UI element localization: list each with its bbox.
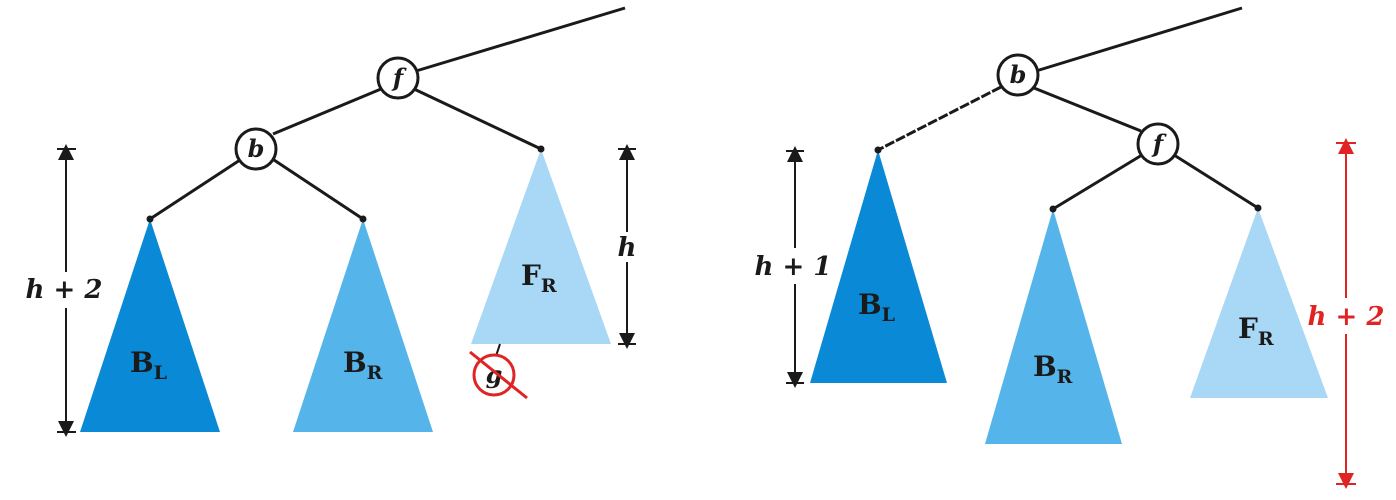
right-total-height-label: h + 2: [1308, 302, 1385, 332]
left-edge-f-b: [272, 87, 382, 136]
left-edge-b-br: [273, 158, 364, 221]
right-tree: b f BL BR FR h + 1 h + 2: [755, 6, 1385, 489]
left-dot-bl: [146, 215, 154, 223]
right-node-f: [1136, 122, 1180, 166]
left-subtree-br: [293, 219, 433, 432]
left-edge-b-bl: [149, 158, 241, 221]
right-dot-bl: [874, 146, 882, 154]
left-tree: f b BL BR FR g h + 2 h: [26, 6, 637, 437]
right-edge-f-fr: [1173, 153, 1259, 210]
right-edge-b-f: [1033, 86, 1142, 133]
right-label-br: BR: [1033, 350, 1073, 388]
fr-height-label: h: [618, 233, 637, 263]
left-subtree-fr: [471, 149, 611, 344]
right-subtree-fr: [1190, 208, 1328, 398]
left-height-dimension: h + 2: [26, 144, 103, 437]
right-total-height-dimension: h + 2: [1308, 138, 1385, 489]
left-node-f-label: f: [391, 63, 407, 92]
right-dot-br: [1049, 205, 1057, 213]
left-height-label: h + 2: [26, 275, 103, 305]
right-dot-fr: [1254, 204, 1262, 212]
right-bl-height-label: h + 1: [755, 252, 832, 282]
right-subtree-br: [985, 209, 1122, 444]
right-node-b-label: b: [1010, 60, 1027, 89]
left-label-br: BR: [343, 346, 383, 384]
left-dot-br: [359, 215, 367, 223]
left-edge-incoming: [415, 6, 626, 73]
fr-height-dimension: h: [618, 144, 637, 349]
left-dot-fr: [537, 145, 545, 153]
left-subtree-bl: [80, 219, 220, 432]
left-label-bl: BL: [130, 346, 167, 384]
right-label-fr: FR: [1238, 312, 1274, 350]
right-edge-b-bl: [877, 85, 1002, 152]
left-edge-f-fr: [413, 87, 542, 151]
cross-out-icon: [469, 350, 528, 400]
left-label-fr: FR: [521, 259, 557, 297]
left-node-f: [376, 56, 420, 100]
right-label-bl: BL: [858, 288, 895, 326]
right-edge-incoming: [1035, 6, 1243, 73]
left-node-b: [234, 127, 278, 171]
right-node-f-label: f: [1151, 129, 1167, 158]
right-subtree-bl: [810, 150, 947, 383]
right-bl-height-dimension: h + 1: [755, 146, 832, 388]
left-node-b-label: b: [248, 134, 265, 163]
right-node-b: [996, 53, 1040, 97]
right-edge-f-br: [1052, 153, 1143, 211]
removed-node-g: g: [469, 343, 528, 400]
